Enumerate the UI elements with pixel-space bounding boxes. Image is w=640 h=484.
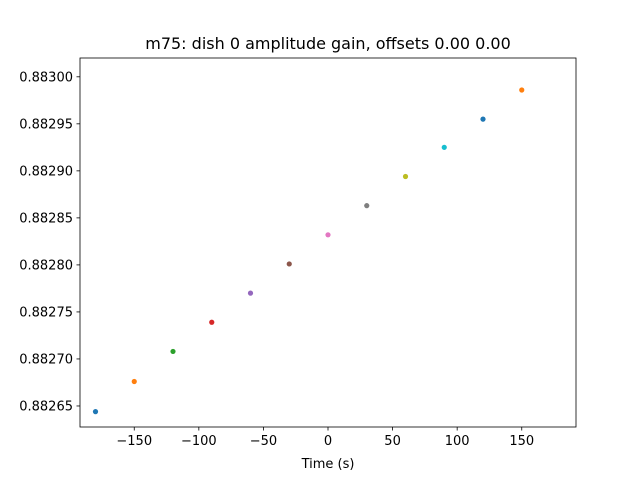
data-point <box>170 348 176 355</box>
data-point <box>480 116 486 122</box>
y-tick-label: 0.88265 <box>19 399 73 414</box>
x-axis-label: Time (s) <box>301 457 355 472</box>
y-tick-label: 0.88290 <box>19 164 73 179</box>
data-point <box>247 290 254 296</box>
data-point <box>209 319 215 325</box>
plot-area: −150 −100 −50 0 50 100 150 0.88265 0.88270 0.8827… <box>19 57 577 449</box>
x-tick-label: −50 <box>250 434 277 449</box>
y-tick-label: 0.88295 <box>19 117 73 132</box>
y-tick-label: 0.88285 <box>19 211 73 226</box>
y-tick-label: 0.88280 <box>19 258 73 273</box>
data-point <box>519 87 525 93</box>
y-tick-label: 0.88270 <box>19 352 73 367</box>
data-point <box>286 261 292 267</box>
data-point <box>325 232 331 238</box>
y-tick-label: 0.88275 <box>19 305 73 320</box>
data-point <box>92 409 99 415</box>
x-tick-label: −100 <box>181 434 217 449</box>
data-point <box>402 173 409 180</box>
data-point <box>441 144 447 150</box>
chart-title: m75: dish 0 amplitude gain, offsets 0.00… <box>145 34 511 53</box>
data-point <box>364 203 370 209</box>
x-tick-label: 0 <box>324 434 332 449</box>
data-point <box>131 378 137 385</box>
x-tick-label: −150 <box>116 434 152 449</box>
axes-frame <box>79 57 577 428</box>
x-tick-label: 150 <box>509 434 534 449</box>
x-tick-label: 50 <box>384 434 401 449</box>
x-tick-label: 100 <box>445 434 470 449</box>
y-tick-label: 0.88300 <box>19 70 73 85</box>
